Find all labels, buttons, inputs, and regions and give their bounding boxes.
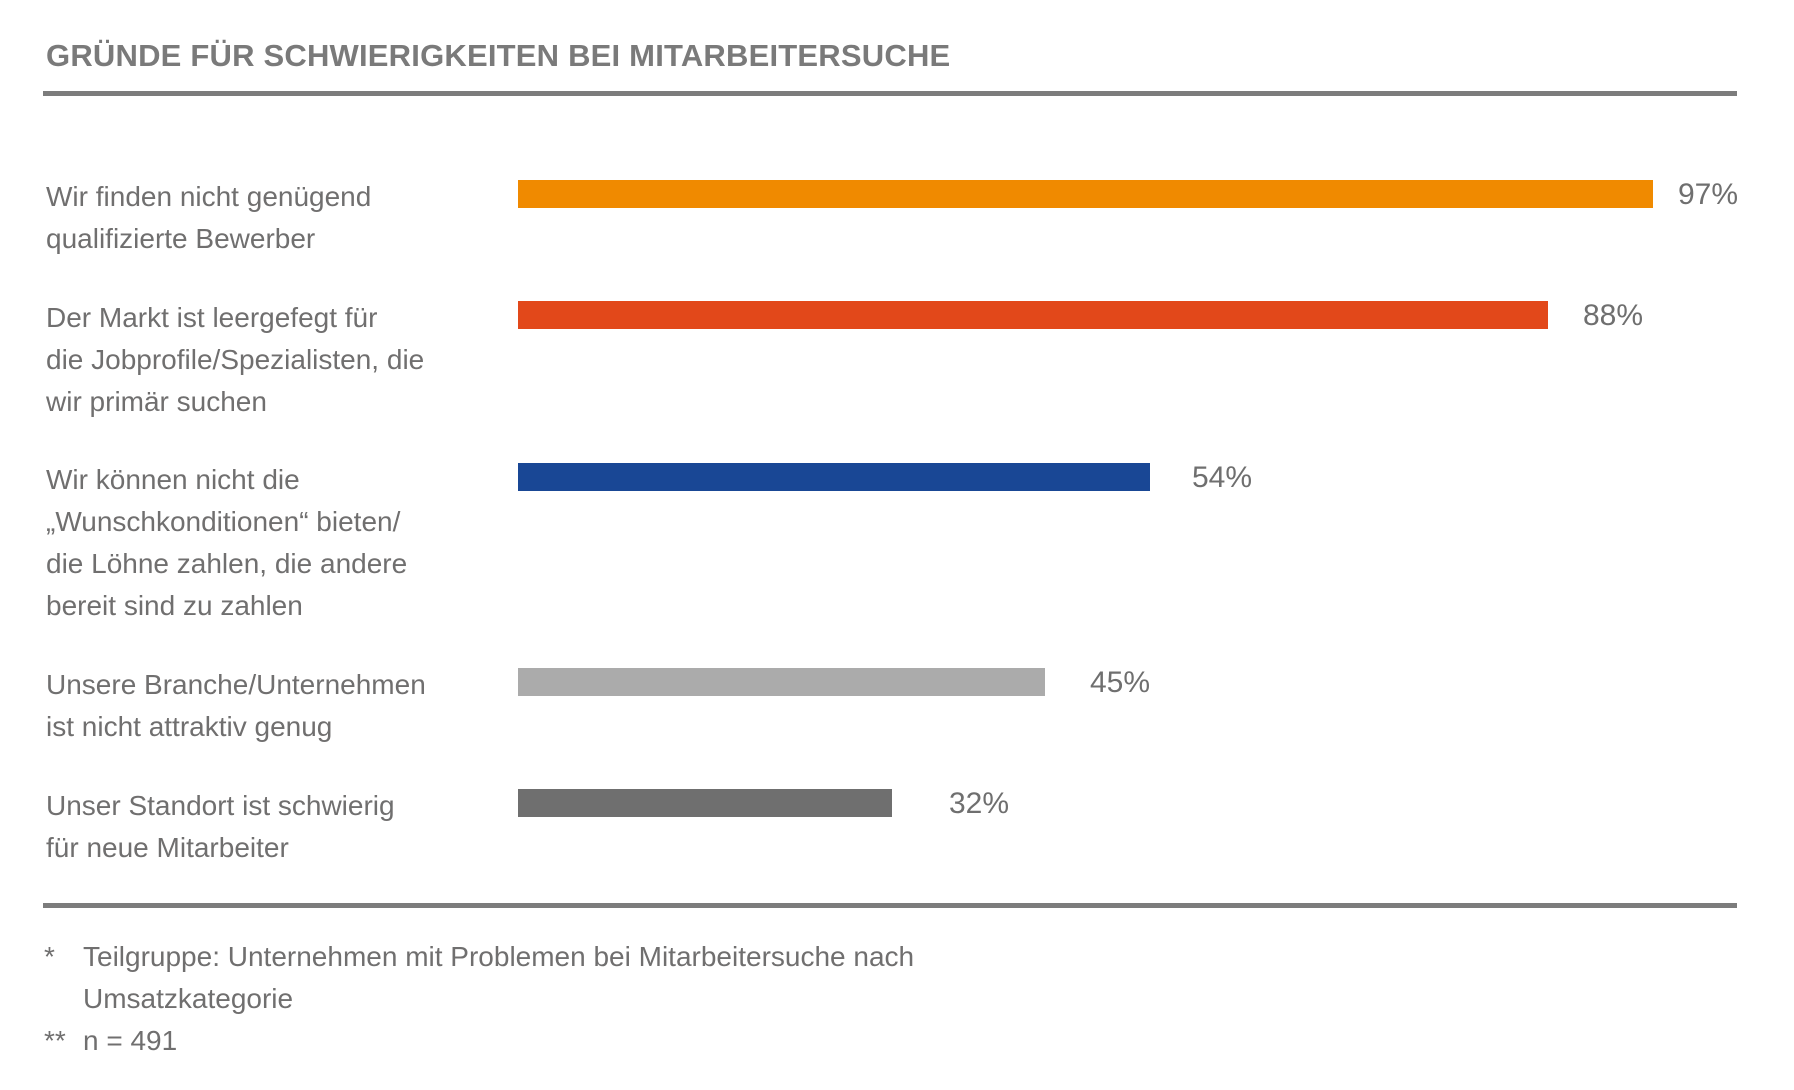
footnote-marker: * [44,941,55,972]
category-label: Wir können nicht die „Wunschkonditionen“ … [46,464,408,621]
footnote-marker: ** [44,1025,66,1056]
bar [518,301,1548,329]
category-label: Wir finden nicht genügend qualifizierte B… [46,181,372,254]
bar [518,463,1150,491]
category-label: Unser Standort ist schwierig für neue Mit… [46,790,395,863]
value-label: 88% [1583,299,1644,332]
value-label: 97% [1678,178,1739,211]
value-label: 32% [949,787,1010,820]
bar [518,668,1045,696]
category-label: Unsere Branche/Unternehmen ist nicht attr… [46,669,426,742]
value-label: 45% [1090,666,1151,699]
title-divider [43,91,1737,96]
bar [518,789,892,817]
footnote-text: Teilgruppe: Unternehmen mit Problemen be… [83,941,915,1014]
footer-divider [43,903,1737,908]
bar [518,180,1653,208]
category-label: Der Markt ist leergefegt für die Jobprofi… [46,302,425,417]
footnote-text: n = 491 [83,1025,178,1056]
page-title: GRÜNDE FÜR SCHWIERIGKEITEN BEI MITARBEIT… [46,38,951,73]
value-label: 54% [1192,461,1253,494]
